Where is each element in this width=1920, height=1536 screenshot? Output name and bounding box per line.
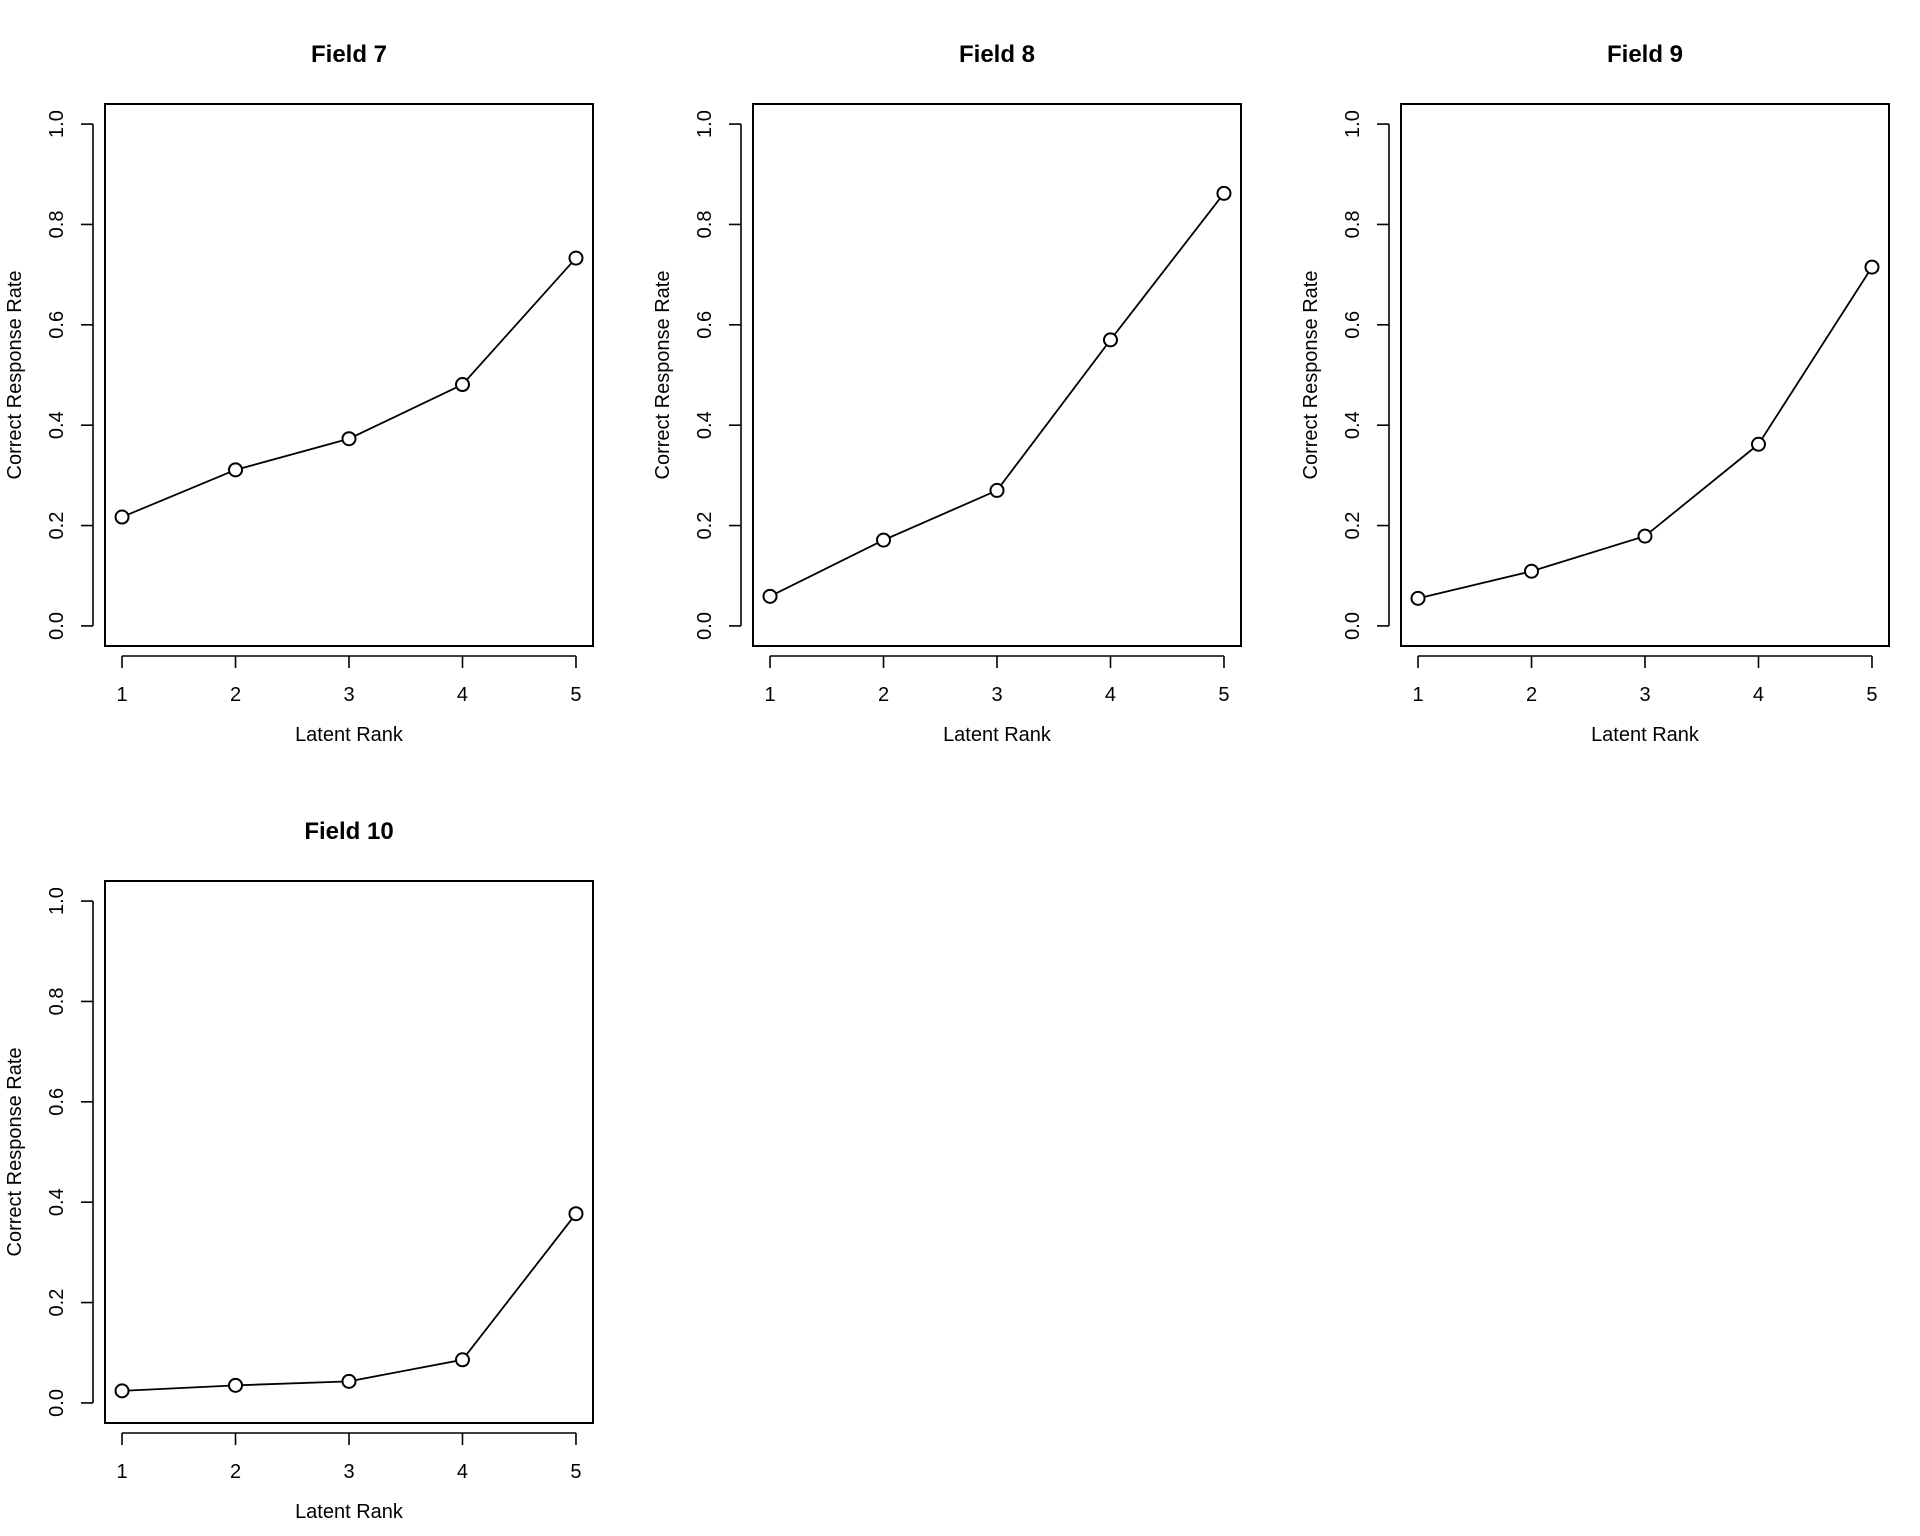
y-tick-label: 0.6	[46, 311, 68, 339]
x-tick-label: 5	[570, 684, 581, 706]
x-tick-label: 2	[230, 684, 241, 706]
series-line	[121, 1213, 577, 1392]
y-tick-label: 1.0	[46, 887, 68, 915]
data-point	[1864, 259, 1880, 275]
x-tick-label: 2	[230, 1461, 241, 1483]
panel-title: Field 8	[959, 41, 1035, 68]
x-tick-label: 5	[1866, 684, 1877, 706]
data-point	[1102, 332, 1118, 348]
y-tick-label: 1.0	[46, 110, 68, 138]
y-tick-label: 0.2	[694, 512, 716, 540]
plot-frame	[1400, 103, 1890, 647]
y-axis-label: Correct Response Rate	[652, 271, 674, 480]
series-line	[1417, 266, 1873, 600]
x-tick-label: 2	[878, 684, 889, 706]
data-point	[1637, 528, 1653, 544]
y-tick-label: 0.4	[46, 1188, 68, 1216]
data-point	[341, 431, 357, 447]
panel-title: Field 10	[304, 818, 393, 845]
x-tick-label: 3	[1639, 684, 1650, 706]
y-tick-label: 0.0	[1342, 612, 1364, 640]
plot-frame	[104, 880, 594, 1424]
panel-title: Field 7	[311, 41, 387, 68]
data-point	[454, 377, 470, 393]
panel-4: Field 10 1 2 3 4 5 0.0 0.2 0.4 0.6 0.8 1.0 Latent Ra…	[4, 818, 594, 1523]
data-point	[989, 482, 1005, 498]
x-axis-label: Latent Rank	[295, 724, 404, 746]
x-tick-label: 4	[457, 1461, 468, 1483]
x-tick-label: 4	[1753, 684, 1764, 706]
y-tick-label: 0.6	[694, 311, 716, 339]
data-point	[454, 1352, 470, 1368]
x-tick-label: 5	[570, 1461, 581, 1483]
data-point	[762, 588, 778, 604]
y-tick-label: 0.4	[1342, 411, 1364, 439]
data-point	[568, 1206, 584, 1222]
data-point	[228, 1377, 244, 1393]
panel-title: Field 9	[1607, 41, 1683, 68]
x-tick-label: 5	[1218, 684, 1229, 706]
data-point	[114, 1383, 130, 1399]
x-tick-label: 1	[116, 1461, 127, 1483]
series-line	[121, 257, 577, 518]
plot-frame	[752, 103, 1242, 647]
plot-frame	[104, 103, 594, 647]
x-tick-label: 2	[1526, 684, 1537, 706]
data-point	[1216, 185, 1232, 201]
x-axis-label: Latent Rank	[943, 724, 1052, 746]
x-tick-label: 1	[116, 684, 127, 706]
y-tick-label: 0.0	[46, 612, 68, 640]
y-tick-label: 0.4	[694, 411, 716, 439]
data-point	[341, 1373, 357, 1389]
x-tick-label: 3	[343, 1461, 354, 1483]
y-tick-label: 0.0	[694, 612, 716, 640]
y-tick-label: 0.6	[1342, 311, 1364, 339]
data-point	[1410, 590, 1426, 606]
series-line	[769, 192, 1225, 598]
x-tick-label: 3	[343, 684, 354, 706]
y-tick-label: 0.2	[46, 1289, 68, 1317]
y-tick-label: 0.8	[1342, 211, 1364, 239]
x-tick-label: 1	[764, 684, 775, 706]
x-tick-label: 4	[1105, 684, 1116, 706]
y-axis-label: Correct Response Rate	[1300, 271, 1322, 480]
y-tick-label: 1.0	[694, 110, 716, 138]
y-tick-label: 0.6	[46, 1088, 68, 1116]
data-point	[568, 250, 584, 266]
x-axis-label: Latent Rank	[1591, 724, 1700, 746]
x-tick-label: 4	[457, 684, 468, 706]
y-tick-label: 0.2	[1342, 512, 1364, 540]
x-tick-label: 3	[991, 684, 1002, 706]
y-tick-label: 1.0	[1342, 110, 1364, 138]
data-point	[1750, 436, 1766, 452]
panel-2: Field 8 1 2 3 4 5 0.0 0.2 0.4 0.6 0.8 1.0 Latent Ran…	[652, 41, 1242, 746]
y-tick-label: 0.4	[46, 411, 68, 439]
y-tick-label: 0.8	[694, 211, 716, 239]
panel-1: Field 7 1 2 3 4 5 0.0 0.2 0.4 0.6 0.8 1.0 Latent Ran…	[4, 41, 594, 746]
data-point	[1524, 563, 1540, 579]
x-axis-label: Latent Rank	[295, 1501, 404, 1523]
y-tick-label: 0.8	[46, 988, 68, 1016]
data-point	[876, 532, 892, 548]
y-tick-label: 0.0	[46, 1389, 68, 1417]
y-tick-label: 0.8	[46, 211, 68, 239]
y-axis-label: Correct Response Rate	[4, 271, 26, 480]
data-point	[228, 462, 244, 478]
panel-3: Field 9 1 2 3 4 5 0.0 0.2 0.4 0.6 0.8 1.0 Latent Ran…	[1300, 41, 1890, 746]
x-tick-label: 1	[1412, 684, 1423, 706]
data-point	[114, 509, 130, 525]
y-axis-label: Correct Response Rate	[4, 1048, 26, 1257]
y-tick-label: 0.2	[46, 512, 68, 540]
